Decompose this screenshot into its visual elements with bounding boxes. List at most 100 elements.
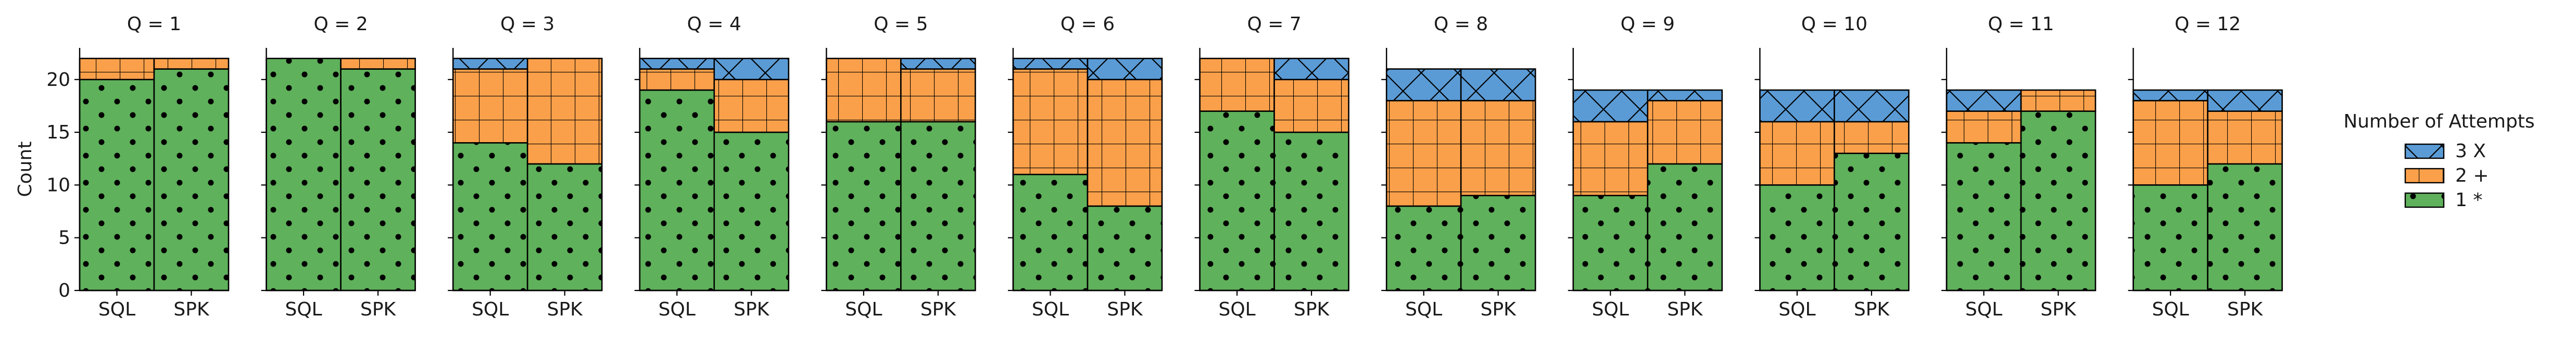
x-tick-label: SQL — [845, 299, 882, 320]
x-tick-label: SQL — [2152, 299, 2189, 320]
bar-segment-hatch — [452, 57, 528, 70]
facet-panel: Q = 9 SQL SPK — [1568, 14, 1723, 320]
legend: Number of Attempts 3 X 2 + 1 * — [2343, 111, 2534, 211]
x-tick-label: SPK — [1481, 299, 1517, 320]
facet-panel: Q = 11 SQL SPK — [1941, 14, 2097, 320]
bar-segment-hatch — [2020, 110, 2097, 292]
x-tick-label: SQL — [472, 299, 509, 320]
bar-segment-hatch — [452, 68, 528, 144]
x-tick-label: SPK — [920, 299, 957, 320]
bar-segment-hatch — [2207, 89, 2283, 112]
bar-segment-hatch — [1946, 89, 2022, 112]
bar-segment-hatch — [826, 121, 902, 292]
bar-segment-hatch — [1273, 131, 1349, 292]
bar-segment-hatch — [900, 57, 976, 70]
bar-segment-hatch — [1647, 163, 1723, 292]
bar-segment-hatch — [526, 163, 603, 292]
bar-segment-hatch — [713, 131, 790, 292]
panel-title: Q = 11 — [1988, 14, 2054, 35]
bar-segment-hatch — [1087, 79, 1163, 207]
bar-segment-hatch — [639, 89, 715, 292]
facet-panel: Q = 12 SQL SPK — [2128, 14, 2283, 320]
facet-panel: Q = 1 SQL SPK 0 5 10 15 20 Count — [15, 14, 230, 320]
facet-panel: Q = 4 SQL SPK — [634, 14, 790, 320]
legend-swatch-hatch — [2404, 143, 2445, 159]
panel-title: Q = 1 — [127, 14, 181, 35]
bar-segment-hatch — [639, 57, 715, 70]
bar-segment-hatch — [1834, 89, 1910, 123]
legend-title: Number of Attempts — [2343, 111, 2534, 132]
x-tick-label: SPK — [1854, 299, 1890, 320]
facet-panel: Q = 3 SQL SPK — [448, 14, 603, 320]
x-tick-label: SPK — [1294, 299, 1330, 320]
bar-segment-hatch — [1460, 68, 1536, 102]
y-tick-label: 20 — [46, 69, 70, 91]
bar-segment-hatch — [2132, 89, 2208, 102]
bar-segment-hatch — [1572, 89, 1649, 123]
x-tick-label: SQL — [1032, 299, 1069, 320]
bar-segment-hatch — [340, 68, 416, 292]
panel-title: Q = 2 — [313, 14, 368, 35]
bar-segment-hatch — [1759, 89, 1835, 123]
facet-panel: Q = 6 SQL SPK — [1008, 14, 1163, 320]
bar-segment-hatch — [266, 57, 342, 292]
x-tick-label: SQL — [659, 299, 696, 320]
panel-title: Q = 10 — [1801, 14, 1867, 35]
x-tick-label: SPK — [2040, 299, 2077, 320]
bar-segment-hatch — [1385, 205, 1462, 292]
bar-segment-hatch — [1273, 57, 1349, 81]
panel-title: Q = 12 — [2175, 14, 2241, 35]
x-tick-label: SPK — [547, 299, 584, 320]
bar-segment-hatch — [1460, 100, 1536, 196]
panel-title: Q = 6 — [1060, 14, 1115, 35]
bar-segment-hatch — [452, 142, 528, 292]
bar-segment-hatch — [526, 57, 603, 165]
x-tick-label: SPK — [734, 299, 770, 320]
bar-segment-hatch — [2207, 163, 2283, 292]
bar-segment-hatch — [1273, 79, 1349, 133]
x-tick-label: SPK — [1667, 299, 1703, 320]
legend-swatch-hatch — [2404, 192, 2445, 208]
bar-segment-hatch — [79, 79, 155, 292]
bar-segment-hatch — [1647, 100, 1723, 165]
bar-segment-hatch — [2132, 184, 2208, 292]
facet-panel: Q = 2 SQL SPK — [261, 14, 416, 320]
panel-title: Q = 3 — [500, 14, 554, 35]
bar-segment-hatch — [900, 121, 976, 292]
y-tick-label: 15 — [46, 122, 70, 143]
bar-segment-hatch — [1572, 195, 1649, 292]
bar-segment-hatch — [153, 57, 230, 70]
bar-segment-hatch — [2020, 89, 2097, 112]
y-axis-label: Count — [15, 142, 36, 197]
facet-panel: Q = 7 SQL SPK — [1194, 14, 1349, 320]
bar-segment-hatch — [713, 79, 790, 133]
x-tick-label: SQL — [1778, 299, 1815, 320]
x-tick-label: SPK — [360, 299, 397, 320]
x-tick-label: SQL — [1965, 299, 2002, 320]
x-tick-label: SQL — [1218, 299, 1255, 320]
legend-entry-label: 2 + — [2455, 165, 2489, 186]
bar-segment-hatch — [79, 57, 155, 81]
x-tick-label: SPK — [173, 299, 210, 320]
panel-title: Q = 8 — [1434, 14, 1488, 35]
bar-segment-hatch — [1647, 89, 1723, 102]
bar-segment-hatch — [1572, 121, 1649, 196]
bar-segment-hatch — [2132, 100, 2208, 186]
facet-panel: Q = 10 SQL SPK — [1754, 14, 1910, 320]
bar-segment-hatch — [826, 57, 902, 123]
x-tick-label: SPK — [1107, 299, 1143, 320]
bar-segment-hatch — [1087, 205, 1163, 292]
x-tick-label: SQL — [1592, 299, 1629, 320]
bar-segment-hatch — [1834, 153, 1910, 292]
bar-segment-hatch — [1759, 184, 1835, 292]
legend-entry-label: 3 X — [2455, 141, 2486, 162]
x-tick-label: SQL — [98, 299, 135, 320]
legend-entry-label: 1 * — [2455, 189, 2482, 211]
bar-segment-hatch — [153, 68, 230, 292]
bar-segment-hatch — [639, 68, 715, 91]
bar-segment-hatch — [2207, 110, 2283, 165]
y-tick-label: 0 — [58, 280, 70, 301]
bar-segment-hatch — [900, 68, 976, 123]
bar-segment-hatch — [1087, 57, 1163, 81]
